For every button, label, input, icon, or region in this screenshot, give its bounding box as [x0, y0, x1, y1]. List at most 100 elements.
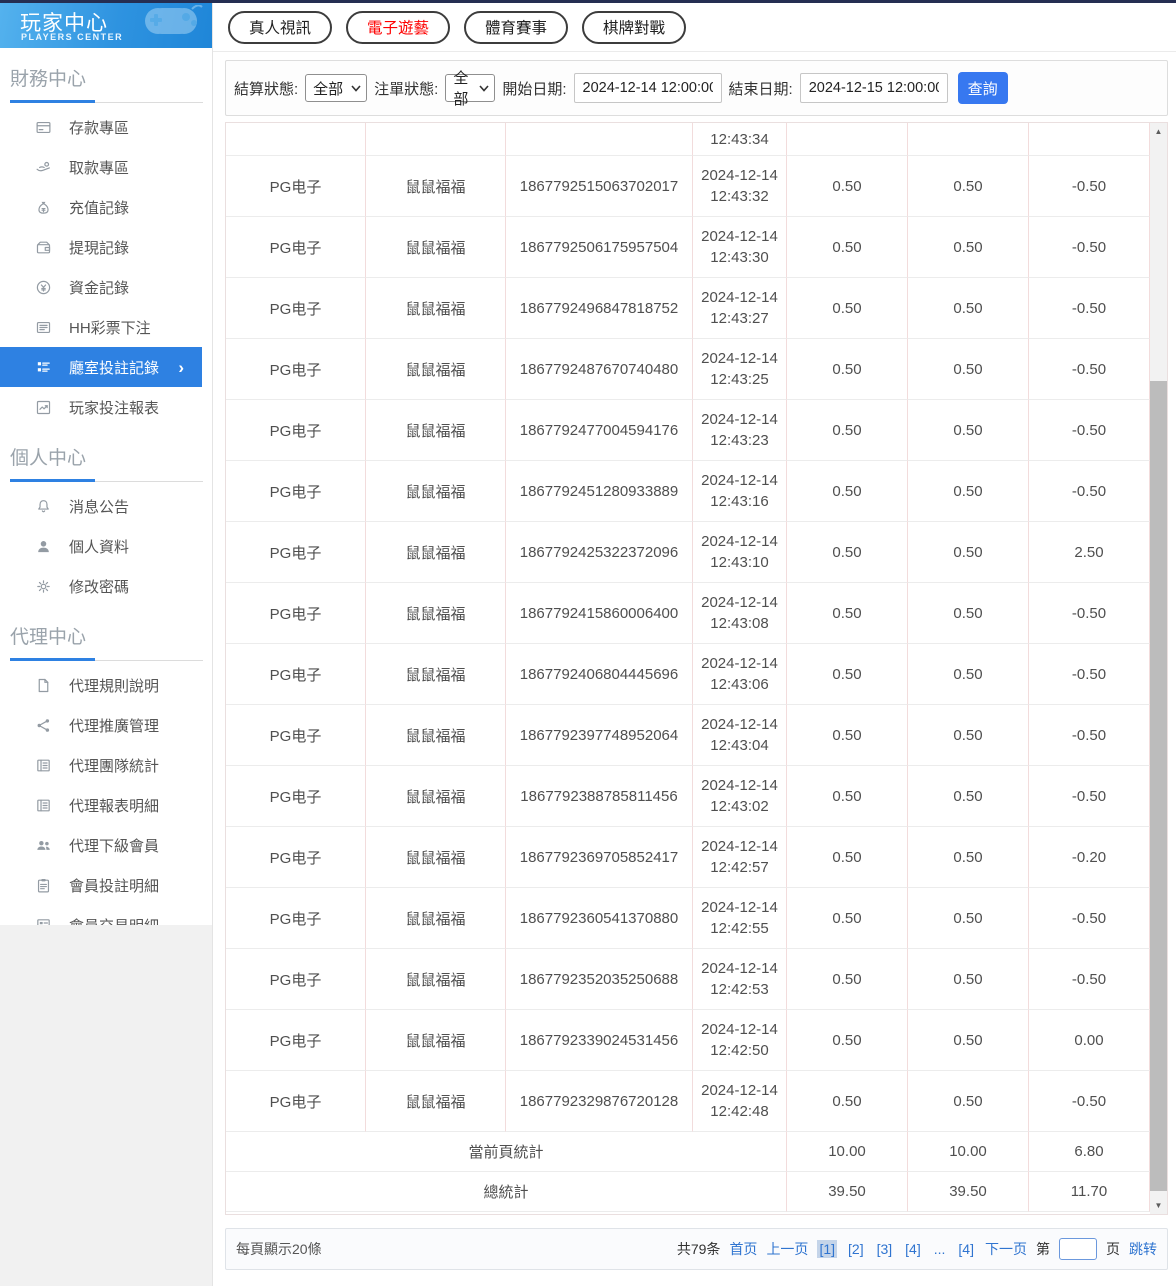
game-tab[interactable]: 體育賽事 — [464, 10, 569, 44]
cell-bet-amount: 0.50 — [787, 888, 908, 949]
summary-bet: 39.50 — [787, 1172, 908, 1212]
sidebar-item[interactable]: 個人資料 — [0, 526, 212, 566]
sidebar-item[interactable]: 提現記錄 — [0, 227, 212, 267]
sidebar-item[interactable]: 資金記錄 — [0, 267, 212, 307]
pagination-page[interactable]: [4] — [958, 1241, 974, 1257]
cell-win-loss: -0.50 — [1029, 705, 1150, 766]
sidebar-item[interactable]: 代理推廣管理 — [0, 705, 212, 745]
prev-page-link[interactable]: 上一页 — [766, 1241, 809, 1257]
cell-player: 鼠鼠福福 — [366, 522, 506, 583]
pagination-page[interactable]: [3] — [876, 1241, 893, 1257]
section-divider — [10, 658, 203, 661]
table-row: PG电子 鼠鼠福福 1867792397748952064 2024-12-14… — [226, 705, 1150, 766]
cell-order-id: 1867792425322372096 — [506, 522, 693, 583]
order-status-select[interactable]: 全部 — [445, 70, 496, 108]
sidebar-item-label: 玩家投注報表 — [69, 399, 160, 417]
next-page-link[interactable]: 下一页 — [985, 1241, 1027, 1257]
ticket-list-icon — [35, 319, 52, 336]
cell-platform: PG电子 — [226, 1010, 366, 1071]
sidebar-item[interactable]: 會員投註明細 — [0, 865, 212, 905]
cell-win-loss: -0.50 — [1029, 156, 1150, 217]
sidebar-item[interactable]: 廳室投註記錄 › — [0, 347, 202, 387]
cell-player: 鼠鼠福福 — [366, 827, 506, 888]
game-tab[interactable]: 棋牌對戰 — [582, 10, 687, 44]
first-page-link[interactable]: 首页 — [729, 1241, 758, 1257]
cell-win-loss: -0.50 — [1029, 949, 1150, 1010]
settle-status-select[interactable]: 全部 — [305, 74, 368, 102]
table-row: PG电子 鼠鼠福福 1867792360541370880 2024-12-14… — [226, 888, 1150, 949]
summary-row: 總統計 39.50 39.50 11.70 — [226, 1172, 1150, 1212]
cell-win-loss: -0.50 — [1029, 461, 1150, 522]
jump-button[interactable]: 跳转 — [1129, 1241, 1157, 1257]
sidebar-item[interactable]: 充值記錄 — [0, 187, 212, 227]
sidebar-item[interactable]: 存款專區 — [0, 107, 212, 147]
cell-order-id: 1867792506175957504 — [506, 217, 693, 278]
sidebar-item[interactable]: 修改密碼 — [0, 566, 212, 606]
summary-valid: 39.50 — [908, 1172, 1029, 1212]
cell-platform: PG电子 — [226, 278, 366, 339]
cell-datetime: 2024-12-14 12:42:55 — [693, 888, 787, 949]
cell-bet-amount: 0.50 — [787, 827, 908, 888]
sidebar-item[interactable]: 代理下級會員 — [0, 825, 212, 865]
user-icon — [35, 538, 52, 555]
game-tab-label: 體育賽事 — [485, 20, 548, 37]
jump-suffix: 页 — [1106, 1241, 1120, 1257]
cell-bet-amount: 0.50 — [787, 766, 908, 827]
sidebar-item[interactable]: 代理團隊統計 — [0, 745, 212, 785]
sidebar-item[interactable]: 代理報表明細 — [0, 785, 212, 825]
sidebar-section-title: 代理中心 — [10, 627, 87, 648]
cell-datetime: 2024-12-14 12:43:10 — [693, 522, 787, 583]
app-title: 玩家中心 — [20, 12, 108, 35]
cell-order-id: 1867792415860006400 — [506, 583, 693, 644]
cell-player: 鼠鼠福福 — [366, 278, 506, 339]
cell-player: 鼠鼠福福 — [366, 339, 506, 400]
scroll-up-arrow[interactable]: ▲ — [1154, 127, 1163, 136]
sidebar-item[interactable]: 取款專區 — [0, 147, 212, 187]
cell-player: 鼠鼠福福 — [366, 1010, 506, 1071]
bets-table: 12:43:34 PG电子 鼠鼠福福 1867792515063702017 2… — [225, 122, 1168, 1215]
cell-valid-amount: 0.50 — [908, 156, 1029, 217]
cell-valid-amount: 0.50 — [908, 461, 1029, 522]
sidebar-header: 玩家中心 PLAYERS CENTER — [0, 3, 212, 48]
sidebar-item-label: 存款專區 — [69, 119, 130, 137]
moneybag-icon — [35, 199, 52, 216]
table-scrollbar[interactable]: ▲ ▼ — [1150, 123, 1167, 1214]
sidebar-item[interactable]: HH彩票下注 — [0, 307, 212, 347]
table-row: PG电子 鼠鼠福福 1867792487670740480 2024-12-14… — [226, 339, 1150, 400]
sidebar-menu: 財務中心 存款專區 取款專區 充值記錄 提現記錄 資金記錄 HH彩票下注 廳室投… — [0, 48, 212, 925]
report-chart-icon — [35, 399, 52, 416]
table-row: PG电子 鼠鼠福福 1867792451280933889 2024-12-14… — [226, 461, 1150, 522]
table-row: PG电子 鼠鼠福福 1867792369705852417 2024-12-14… — [226, 827, 1150, 888]
pagination-page[interactable]: [4] — [905, 1241, 921, 1257]
sidebar-item[interactable]: 玩家投注報表 — [0, 387, 212, 427]
room-list-icon — [35, 359, 52, 376]
cell-datetime: 2024-12-14 12:43:08 — [693, 583, 787, 644]
cell-order-id: 1867792406804445696 — [506, 644, 693, 705]
game-tab[interactable]: 真人視訊 — [228, 10, 333, 44]
game-tab[interactable]: 電子遊藝 — [346, 10, 451, 44]
cell-player: 鼠鼠福福 — [366, 217, 506, 278]
cell-valid-amount: 0.50 — [908, 1010, 1029, 1071]
pagination-page[interactable]: [2] — [848, 1241, 864, 1257]
sidebar-item[interactable]: 代理規則說明 — [0, 665, 212, 705]
sidebar-item[interactable]: 會員交易明細 — [0, 905, 212, 925]
scroll-down-arrow[interactable]: ▼ — [1154, 1201, 1163, 1210]
cell-bet-amount: 0.50 — [787, 644, 908, 705]
search-button[interactable]: 查詢 — [957, 72, 1008, 104]
scrollbar-thumb[interactable] — [1150, 381, 1167, 1191]
cell-win-loss: -0.50 — [1029, 400, 1150, 461]
pagination-page[interactable]: [1] — [817, 1240, 838, 1258]
cell-valid-amount: 0.50 — [908, 827, 1029, 888]
sidebar-item-label: 會員投註明細 — [69, 877, 160, 895]
sidebar-item[interactable]: 消息公告 — [0, 486, 212, 526]
cell-platform: PG电子 — [226, 1071, 366, 1132]
cell-player: 鼠鼠福福 — [366, 400, 506, 461]
page-links: [1] [2] [3] [4]... [4] — [817, 1240, 976, 1258]
clipboard-icon — [35, 877, 52, 894]
start-date-input[interactable] — [573, 73, 722, 103]
cell-datetime: 2024-12-14 12:43:06 — [693, 644, 787, 705]
sidebar-item-label: 會員交易明細 — [69, 915, 159, 926]
end-date-input[interactable] — [799, 73, 948, 103]
cell-win-loss: 0.00 — [1029, 1010, 1150, 1071]
jump-page-input[interactable] — [1059, 1238, 1097, 1260]
